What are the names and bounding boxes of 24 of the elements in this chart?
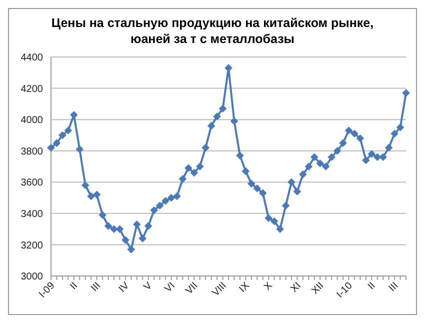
y-tick-label: 4000 bbox=[20, 115, 44, 126]
x-tick-label: IX bbox=[237, 280, 252, 295]
x-tick-label: V bbox=[142, 280, 155, 293]
x-tick-label: VIII bbox=[210, 280, 229, 299]
y-tick-label: 3000 bbox=[20, 272, 44, 283]
y-tick-label: 3400 bbox=[20, 208, 44, 220]
y-tick-label: 3200 bbox=[20, 240, 44, 252]
x-tick-label: III bbox=[386, 280, 401, 294]
y-tick-label: 4200 bbox=[20, 84, 44, 95]
y-tick-label: 3800 bbox=[20, 146, 44, 158]
x-tick-label: VI bbox=[162, 280, 178, 295]
chart-title: Цены на стальную продукцию на китайском рынке, юаней за т с металлобазы bbox=[50, 15, 375, 47]
x-tick-label: X bbox=[262, 280, 275, 293]
x-tick-label: I-09 bbox=[37, 280, 58, 300]
x-tick-label: II bbox=[68, 280, 80, 292]
x-tick-label: I-10 bbox=[334, 280, 356, 300]
y-tick-label: 4400 bbox=[20, 52, 44, 64]
x-tick-label: XI bbox=[288, 280, 304, 295]
x-tick-label: III bbox=[89, 280, 103, 294]
x-tick-label: II bbox=[366, 280, 378, 292]
x-tick-label: IV bbox=[117, 280, 132, 295]
x-tick-label: XII bbox=[310, 280, 326, 297]
x-tick-label: VII bbox=[184, 280, 200, 297]
y-tick-label: 3600 bbox=[20, 178, 44, 189]
